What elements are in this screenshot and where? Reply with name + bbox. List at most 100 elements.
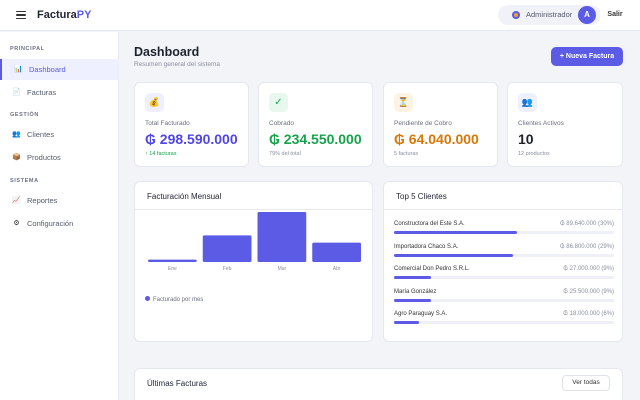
client-row[interactable]: Agro Paraguay S.A. ₲ 18.000.000 (6%) xyxy=(394,311,614,333)
stat-label: Cobrado xyxy=(269,120,294,127)
bar-abr[interactable] xyxy=(312,242,361,262)
client-progress-track xyxy=(394,298,614,302)
bar-feb[interactable] xyxy=(202,235,252,262)
client-progress-fill xyxy=(394,298,431,302)
new-invoice-button[interactable]: + Nueva Factura xyxy=(551,47,623,66)
latest-invoices-title: Últimas Facturas xyxy=(147,379,208,388)
client-value: ₲ 86.800.000 (29%) xyxy=(559,243,614,250)
divider xyxy=(135,209,372,210)
sidebar-section-principal: PRINCIPAL xyxy=(10,46,45,52)
gear-icon: ⚙ xyxy=(13,220,20,227)
client-value: ₲ 25.500.000 (9%) xyxy=(563,288,614,295)
sidebar-item-label: Dashboard xyxy=(29,65,66,74)
sidebar-item-productos[interactable]: 📦 Productos xyxy=(0,147,119,168)
client-progress-track xyxy=(394,253,614,257)
client-value: ₲ 18.000.000 (6%) xyxy=(563,311,614,317)
client-name: Importadora Chaco S.A. xyxy=(394,243,459,250)
stat-card-clientes-activos: 👥 Clientes Activos 10 12 productos xyxy=(507,82,623,167)
sidebar-item-facturas[interactable]: 📄 Facturas xyxy=(0,82,119,103)
top-clients-card: Top 5 Clientes Constructora del Este S.A… xyxy=(383,181,623,342)
sidebar-section-sistema: SISTEMA xyxy=(10,178,39,184)
stat-label: Total Facturado xyxy=(145,120,190,127)
x-tick-label: Feb xyxy=(223,266,232,272)
brand-logo[interactable]: FacturaPY xyxy=(37,9,91,21)
x-tick-label: Abr xyxy=(333,266,341,272)
legend-swatch xyxy=(145,296,150,301)
brand-name: Factura xyxy=(37,9,77,21)
hourglass-icon: ⏳ xyxy=(394,93,413,112)
stat-foot: 79% del total xyxy=(269,151,301,157)
client-value: ₲ 27.000.000 (9%) xyxy=(563,266,614,272)
view-all-button[interactable]: Ver todas xyxy=(562,375,610,391)
stat-value: ₲ 298.590.000 xyxy=(145,131,238,147)
client-row[interactable]: Constructora del Este S.A. ₲ 89.640.000 (… xyxy=(394,221,614,243)
stat-label: Pendiente de Cobro xyxy=(394,120,452,127)
client-progress-fill xyxy=(394,231,518,234)
chart-title: Facturación Mensual xyxy=(147,192,222,201)
client-name: Agro Paraguay S.A. xyxy=(394,311,448,317)
chart-legend: Facturado por mes xyxy=(145,296,203,303)
box-icon: 📦 xyxy=(12,154,21,161)
monthly-billing-chart: Ene Feb Mar Abr xyxy=(148,212,361,272)
page-subtitle: Resumen general del sistema xyxy=(134,61,220,68)
sidebar-item-reportes[interactable]: 📈 Reportes xyxy=(0,190,119,211)
stat-foot: 5 facturas xyxy=(394,151,419,157)
sidebar-item-configuracion[interactable]: ⚙ Configuración xyxy=(0,213,119,234)
chart-icon: 📊 xyxy=(14,66,23,73)
sidebar-section-gestion: GESTIÓN xyxy=(10,112,39,118)
sidebar-item-label: Configuración xyxy=(27,219,74,228)
users-icon: 👥 xyxy=(12,131,21,138)
monthly-billing-card: Facturación Mensual Ene Feb Mar Abr Factura… xyxy=(134,181,373,342)
client-name: Comercial Don Pedro S.R.L. xyxy=(394,266,470,272)
hamburger-menu-icon[interactable] xyxy=(16,11,26,20)
client-row[interactable]: Importadora Chaco S.A. ₲ 86.800.000 (29%) xyxy=(394,244,614,266)
x-tick-label: Mar xyxy=(278,266,287,272)
stat-card-cobrado: ✓ Cobrado ₲ 234.550.000 79% del total xyxy=(258,82,373,167)
sidebar-item-clientes[interactable]: 👥 Clientes xyxy=(0,124,119,145)
user-status-icon xyxy=(512,11,520,19)
sidebar-item-label: Clientes xyxy=(27,130,55,139)
top-clients-title: Top 5 Clientes xyxy=(396,192,447,201)
client-progress-track xyxy=(394,231,614,234)
client-progress-track xyxy=(394,321,614,324)
client-name: María González xyxy=(394,288,437,295)
client-progress-fill xyxy=(394,276,431,279)
stat-foot: 12 productos xyxy=(518,151,550,157)
user-name: Administrador xyxy=(526,10,573,19)
sidebar-item-label: Reportes xyxy=(27,196,58,205)
sidebar: PRINCIPAL 📊 Dashboard 📄 Facturas GESTIÓN… xyxy=(0,32,119,400)
stat-card-pendiente: ⏳ Pendiente de Cobro ₲ 64.040.000 5 fact… xyxy=(383,82,498,167)
client-progress-fill xyxy=(394,253,514,257)
client-progress-fill xyxy=(394,321,419,324)
page-title: Dashboard xyxy=(134,45,200,59)
stat-card-total-facturado: 💰 Total Facturado ₲ 298.590.000 ↑ 14 fac… xyxy=(134,82,249,167)
bar-mar[interactable] xyxy=(257,212,307,262)
sidebar-item-label: Facturas xyxy=(27,88,57,97)
brand-accent: PY xyxy=(76,9,92,21)
check-icon: ✓ xyxy=(269,93,288,112)
users-icon: 👥 xyxy=(518,93,537,112)
sidebar-item-dashboard[interactable]: 📊 Dashboard xyxy=(0,59,119,80)
legend-label: Facturado por mes xyxy=(153,297,204,303)
divider xyxy=(384,209,622,210)
logout-button[interactable]: Salir xyxy=(600,7,630,23)
client-row[interactable]: María González ₲ 25.500.000 (9%) xyxy=(394,289,614,311)
x-tick-label: Ene xyxy=(168,266,177,272)
client-value: ₲ 89.640.000 (30%) xyxy=(559,221,614,227)
user-menu[interactable]: Administrador xyxy=(498,5,601,25)
trend-icon: 📈 xyxy=(12,197,21,204)
client-row[interactable]: Comercial Don Pedro S.R.L. ₲ 27.000.000 (… xyxy=(394,266,614,288)
avatar[interactable]: A xyxy=(578,6,596,24)
document-icon: 📄 xyxy=(12,89,21,96)
client-progress-track xyxy=(394,276,614,279)
stat-value: ₲ 234.550.000 xyxy=(269,131,362,147)
bar-ene[interactable] xyxy=(148,259,197,262)
sidebar-item-label: Productos xyxy=(27,153,61,162)
stat-value: 10 xyxy=(518,131,534,147)
top-bar: FacturaPY Administrador A Salir xyxy=(0,0,640,31)
money-bag-icon: 💰 xyxy=(145,93,164,112)
stat-foot: ↑ 14 facturas xyxy=(145,151,177,157)
stat-value: ₲ 64.040.000 xyxy=(394,131,479,147)
stat-label: Clientes Activos xyxy=(518,120,564,127)
client-name: Constructora del Este S.A. xyxy=(394,221,465,227)
